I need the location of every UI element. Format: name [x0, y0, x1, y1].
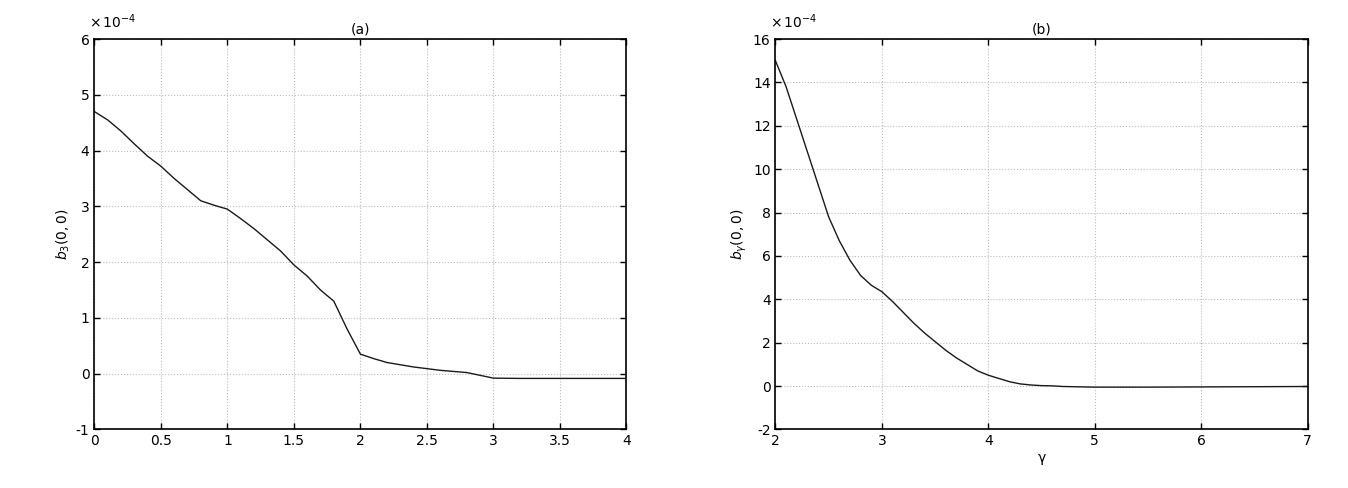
Y-axis label: $b_\gamma(0,0)$: $b_\gamma(0,0)$ — [729, 208, 748, 260]
Y-axis label: $b_3(0,0)$: $b_3(0,0)$ — [54, 208, 71, 260]
X-axis label: γ: γ — [1038, 451, 1046, 465]
Text: $\times\,10^{-4}$: $\times\,10^{-4}$ — [770, 13, 817, 31]
Title: (a): (a) — [350, 22, 371, 37]
Text: $\times\,10^{-4}$: $\times\,10^{-4}$ — [89, 13, 136, 31]
Title: (b): (b) — [1031, 22, 1051, 37]
